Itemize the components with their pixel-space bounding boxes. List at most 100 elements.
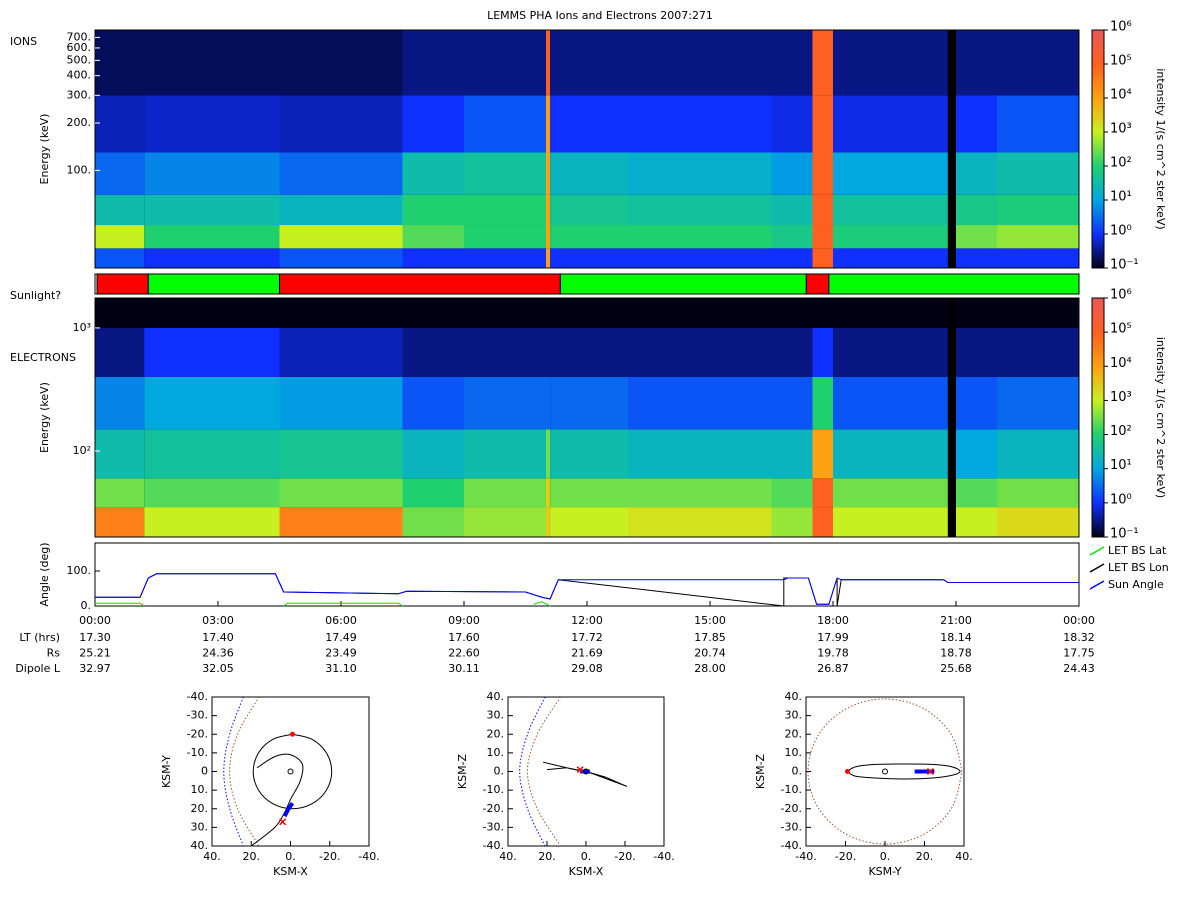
- heatmap-cell: [546, 429, 551, 479]
- y-tick-label: -40.: [187, 690, 208, 703]
- timeline-segment: [279, 273, 561, 295]
- heatmap-cell: [546, 30, 551, 96]
- ephemeris-value: 17.75: [1063, 647, 1095, 660]
- heatmap-cell: [956, 507, 997, 537]
- y-tick-label: 20.: [785, 727, 803, 740]
- heatmap-cell: [833, 95, 948, 153]
- ephemeris-value: 17.30: [79, 631, 111, 644]
- y-tick-label: 100.: [67, 564, 92, 577]
- heatmap-cell: [771, 478, 813, 508]
- heatmap-cell: [550, 225, 628, 249]
- ephemeris-value: 30.11: [448, 662, 480, 675]
- heatmap-cell: [956, 478, 997, 508]
- heatmap-cell: [279, 507, 403, 537]
- planet: [882, 768, 888, 775]
- timeline-segment: [559, 273, 807, 295]
- timeline-segment: [96, 273, 149, 295]
- heatmap-cell: [144, 225, 280, 249]
- heatmap-cell: [95, 507, 145, 537]
- heatmap-cell: [997, 327, 1079, 377]
- marker: [576, 766, 584, 774]
- heatmap-cell: [812, 327, 833, 377]
- heatmap-cell: [997, 478, 1079, 508]
- heatmap-cell: [550, 429, 628, 479]
- heatmap-cell: [95, 298, 145, 328]
- colorbar: [1091, 297, 1105, 538]
- colorbar-tick-label: 10²: [1110, 424, 1132, 439]
- colorbar-label: intensity 1/(s cm^2 ster keV): [1154, 68, 1167, 229]
- heatmap-cell: [956, 298, 997, 328]
- colorbar-tick-label: 10⁻¹: [1110, 258, 1139, 273]
- heatmap-cell: [550, 376, 628, 430]
- heatmap-cell: [812, 429, 833, 479]
- heatmap-cell: [628, 478, 772, 508]
- heatmap-cell: [956, 30, 997, 96]
- heatmap-cell: [546, 376, 551, 430]
- heatmap-cell: [956, 429, 997, 479]
- series-line: [519, 696, 546, 847]
- y-axis-label: Energy (keV): [38, 382, 51, 453]
- y-tick-label: -10.: [483, 783, 504, 796]
- colorbar-tick-label: 10⁶: [1110, 288, 1132, 303]
- x-tick-label: 12:00: [571, 614, 603, 627]
- heatmap-cell: [771, 225, 813, 249]
- heatmap-cell: [144, 298, 280, 328]
- heatmap-cell: [464, 298, 546, 328]
- x-tick-label: 20.: [538, 850, 556, 863]
- heatmap-cell: [464, 95, 546, 153]
- ephemeris-value: 25.21: [79, 647, 111, 660]
- panel-border: [94, 542, 1080, 607]
- heatmap-cell: [771, 152, 813, 195]
- heatmap-cell: [628, 429, 772, 479]
- heatmap-cell: [144, 376, 280, 430]
- heatmap-cell: [550, 478, 628, 508]
- legend-swatch: [1089, 580, 1105, 590]
- heatmap-cell: [833, 327, 948, 377]
- timeline-segment: [805, 273, 830, 295]
- y-axis-label: Energy (keV): [38, 114, 51, 185]
- y-tick-label: 100.: [67, 163, 92, 176]
- y-tick-label: -40.: [781, 839, 802, 852]
- heatmap-cell: [464, 376, 546, 430]
- y-tick-label: 40.: [191, 839, 209, 852]
- heatmap-cell: [402, 376, 464, 430]
- heatmap-cell: [464, 194, 546, 226]
- ephemeris-value: 17.40: [202, 631, 234, 644]
- x-tick-label: 0.: [880, 850, 891, 863]
- heatmap-cell: [833, 30, 948, 96]
- y-tick-label: 30.: [191, 820, 209, 833]
- heatmap-cell: [628, 152, 772, 195]
- heatmap-cell: [95, 248, 145, 268]
- y-axis-label: KSM-Y: [160, 755, 173, 788]
- legend-label: LET BS Lon: [1108, 561, 1169, 574]
- heatmap-cell: [771, 194, 813, 226]
- heatmap-cell: [402, 152, 464, 195]
- ephemeris-value: 17.99: [817, 631, 849, 644]
- series-line: [252, 733, 333, 810]
- heatmap-cell: [95, 327, 145, 377]
- heatmap-cell: [812, 298, 833, 328]
- heatmap-cell: [279, 429, 403, 479]
- heatmap-cell: [402, 225, 464, 249]
- colorbar-tick-label: 10⁴: [1110, 356, 1132, 371]
- heatmap-cell: [997, 429, 1079, 479]
- heatmap-cell: [628, 225, 772, 249]
- heatmap-cell: [464, 478, 546, 508]
- heatmap-cell: [279, 327, 403, 377]
- heatmap-cell: [550, 30, 628, 96]
- y-tick-label: 30.: [487, 709, 505, 722]
- x-tick-label: 09:00: [448, 614, 480, 627]
- ephemeris-value: 22.60: [448, 647, 480, 660]
- heatmap-cell: [628, 376, 772, 430]
- heatmap-cell: [402, 248, 464, 268]
- heatmap-cell: [550, 152, 628, 195]
- y-tick-label: 0.: [792, 765, 803, 778]
- heatmap-cell: [144, 429, 280, 479]
- series-line: [847, 763, 961, 780]
- x-tick-label: 03:00: [202, 614, 234, 627]
- heatmap-cell: [812, 507, 833, 537]
- legend-label: LET BS Lat: [1108, 544, 1167, 557]
- y-tick-label: -40.: [483, 839, 504, 852]
- heatmap-cell: [833, 248, 948, 268]
- ephemeris-value: 17.72: [571, 631, 603, 644]
